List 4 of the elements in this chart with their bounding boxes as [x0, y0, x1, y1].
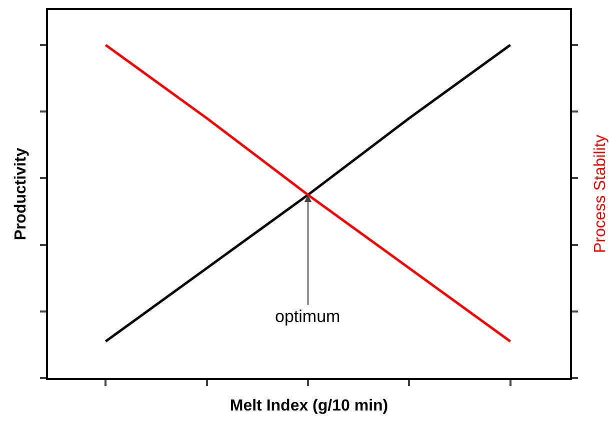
- annotation: optimum: [275, 307, 340, 326]
- y-axis-title: Productivity: [12, 148, 30, 240]
- x-axis-title: Melt Index (g/10 min): [230, 398, 388, 415]
- y2-axis-title: Process Stability: [592, 134, 609, 253]
